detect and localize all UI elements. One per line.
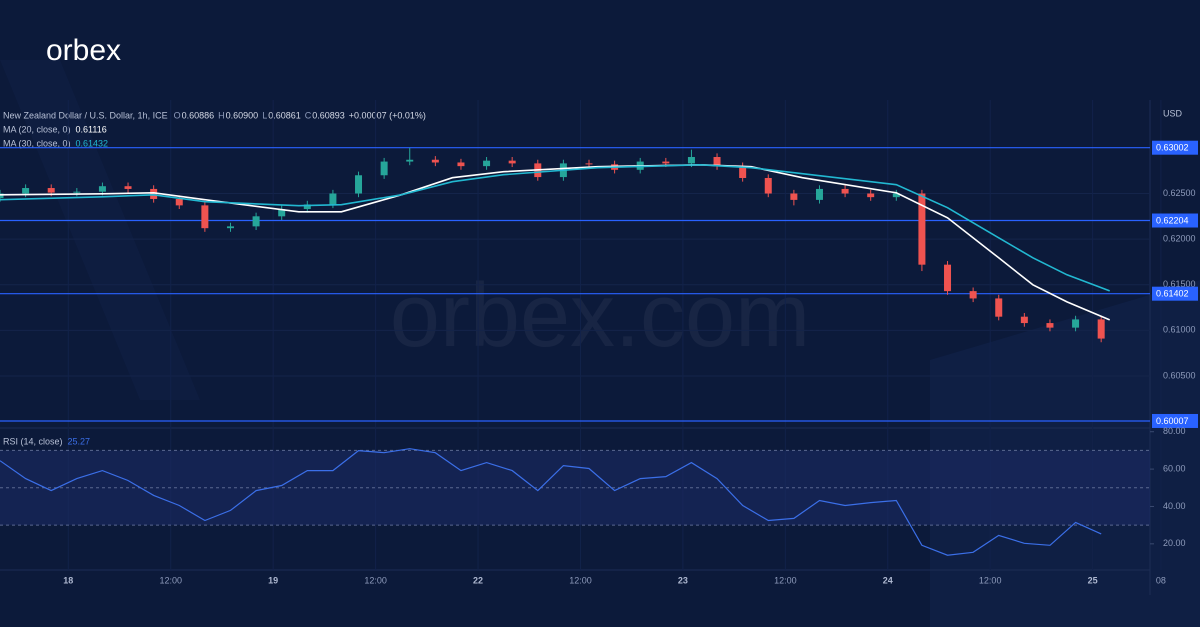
candle-body [790,193,798,200]
y-tick-label: 0.61500 [1163,279,1196,289]
candle-body [918,193,926,265]
y-tick-label: 0.60500 [1163,370,1196,380]
legend-value: C [305,110,312,120]
candle-body [969,291,977,299]
legend-value: L [262,110,267,120]
candle-body [150,188,158,199]
y-tick-label: 0.61000 [1163,325,1196,335]
candle-body [457,162,465,167]
candle-body [22,188,30,194]
x-tick-label: 19 [268,575,278,585]
candle-body [508,160,516,164]
ma-legend-name: MA (30, close, 0) [3,138,71,148]
watermark: orbex.com [390,266,810,366]
ma-legend-name: MA (20, close, 0) [3,124,71,134]
candle-body [380,161,388,176]
x-tick-label: 24 [883,575,893,585]
rsi-tick-label: 40.00 [1163,501,1186,511]
level-label: 0.61402 [1156,289,1189,299]
plot-layer: O 0.60886 H 0.60900 L 0.60861 C 0.60893 +0.00007… [0,100,1198,585]
level-label: 0.62204 [1156,215,1189,225]
rsi-legend-title: RSI (14, close) [3,436,63,446]
x-tick-label: 08 [1156,575,1166,585]
logo: orbex [46,34,121,67]
candle-body [0,193,4,199]
candle-body [739,166,747,178]
rsi-band [0,450,1150,526]
candle-body [355,175,363,194]
candle-body [431,159,439,163]
candle-body [47,188,55,193]
candle-body [841,188,849,194]
level-label-box [1152,213,1198,228]
y-unit: USD [1163,108,1183,118]
x-tick-label: 12:00 [159,575,182,585]
x-tick-label: 25 [1088,575,1098,585]
rsi-tick-label: 60.00 [1163,463,1186,473]
candle-body [303,204,311,210]
candle-body [815,188,823,200]
candle-body [867,193,875,198]
candle-body [1072,319,1080,328]
legend-value: 0.60900 [226,110,259,120]
rsi-tick-label: 20.00 [1163,538,1186,548]
ma-legend-value: 0.61116 [76,124,107,134]
level-label: 0.60007 [1156,416,1189,426]
candle-body [892,193,900,198]
rsi-tick-label: 80.00 [1163,426,1186,436]
ma-line [0,163,1110,292]
y-tick-label: 0.62500 [1163,188,1196,198]
candle-body [662,161,670,164]
level-label-box [1152,140,1198,155]
ma-legend-value: 0.61432 [76,138,109,148]
level-label-box [1152,413,1198,428]
x-tick-label: 12:00 [569,575,592,585]
candle-body [764,177,772,194]
candle-body [278,209,286,217]
candle-body [483,160,491,167]
legend-value: +0.00007 (+0.01%) [349,110,426,120]
candle-body [98,186,106,192]
candle-body [1020,316,1028,324]
decor-shape [0,60,200,400]
candle-body [201,205,209,229]
candle-body [124,186,132,189]
x-tick-label: 23 [678,575,688,585]
y-tick-label: 0.62000 [1163,234,1196,244]
candle-body [73,191,81,193]
x-tick-label: 12:00 [364,575,387,585]
candle-body [995,298,1003,317]
x-tick-label: 12:00 [979,575,1002,585]
legend-value: H [218,110,225,120]
x-tick-label: 18 [63,575,73,585]
candle-body [1046,323,1054,328]
candle-body [175,198,183,206]
legend-title: New Zealand Dollar / U.S. Dollar, 1h, IC… [3,110,168,120]
candle-body [406,159,414,162]
candle-body [687,157,695,164]
x-tick-label: 12:00 [774,575,797,585]
candle-body [226,226,234,229]
legend-value: 0.60893 [312,110,345,120]
legend-value: 0.60861 [268,110,301,120]
candle-body [713,157,721,167]
x-tick-label: 22 [473,575,483,585]
rsi-legend-value: 25.27 [68,436,91,446]
ma-line [0,163,1111,321]
candle-body [944,264,952,292]
candle-body [1097,319,1105,339]
candle-body [252,216,260,227]
rsi-line [0,448,1102,556]
level-label: 0.63002 [1156,143,1189,153]
legend-value: O [174,110,181,120]
candle-body [329,193,337,205]
legend-value: 0.60886 [182,110,215,120]
candle-body [585,163,593,165]
level-label-box [1152,286,1198,301]
